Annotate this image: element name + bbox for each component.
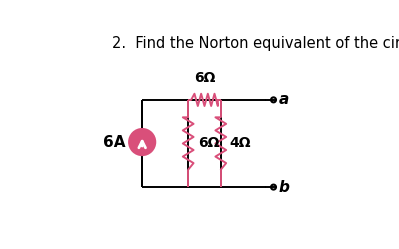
Text: a: a — [279, 92, 289, 107]
Text: 4Ω: 4Ω — [229, 136, 251, 150]
Text: 2.  Find the Norton equivalent of the circuit in Fig.: 2. Find the Norton equivalent of the cir… — [113, 36, 399, 51]
Text: 6A: 6A — [103, 134, 125, 150]
Text: 6Ω: 6Ω — [194, 71, 215, 85]
Text: 6Ω: 6Ω — [198, 136, 219, 150]
Text: b: b — [279, 180, 290, 195]
Circle shape — [129, 129, 155, 155]
